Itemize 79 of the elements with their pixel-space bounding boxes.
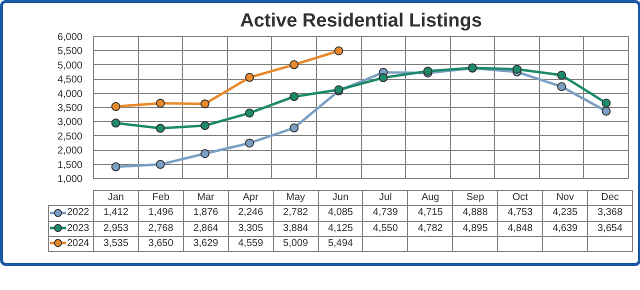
- point: [290, 123, 299, 132]
- legend-label: 2023: [48, 221, 94, 236]
- point: [156, 98, 165, 108]
- x-tick-label: Aug: [408, 190, 453, 206]
- y-tick-label: 3,500: [57, 103, 83, 114]
- data-label: 2,864: [183, 221, 228, 236]
- x-tick-label: Oct: [498, 190, 543, 206]
- data-label: 3,884: [273, 221, 318, 236]
- data-label: 4,235: [542, 206, 588, 222]
- point: [111, 162, 120, 172]
- point: [245, 72, 254, 82]
- data-label: 3,368: [588, 206, 632, 222]
- data-label: 5,009: [273, 236, 318, 252]
- data-label: 3,629: [183, 236, 228, 252]
- data-label: 4,888: [452, 206, 498, 222]
- data-label: 4,125: [318, 221, 363, 236]
- y-tick-label: 3,000: [57, 117, 83, 128]
- data-label: 3,535: [93, 236, 138, 252]
- point: [602, 106, 611, 116]
- data-label: 4,753: [498, 206, 543, 222]
- data-label: 4,639: [542, 221, 588, 236]
- point: [200, 149, 210, 158]
- data-label: 4,848: [498, 221, 543, 236]
- data-label: 4,895: [452, 221, 498, 236]
- data-label: 3,654: [588, 221, 632, 236]
- data-label: 2,782: [273, 206, 318, 222]
- point: [111, 102, 120, 111]
- legend-label: 2024: [48, 236, 94, 252]
- data-label: 1,876: [183, 206, 228, 222]
- y-tick-label: 1,500: [57, 160, 83, 171]
- x-tick-label: May: [273, 190, 318, 206]
- point: [200, 99, 210, 108]
- point: [378, 73, 388, 82]
- data-label: 4,715: [408, 206, 453, 222]
- point: [245, 108, 254, 118]
- x-tick-label: Apr: [228, 190, 274, 206]
- x-tick-label: Jun: [318, 190, 363, 206]
- x-tick-label: Mar: [183, 190, 228, 206]
- point: [557, 70, 566, 80]
- x-tick-label: Nov: [542, 190, 588, 206]
- point: [602, 98, 611, 108]
- y-tick-label: 1,000: [57, 174, 83, 185]
- y-tick-label: 4,500: [57, 74, 83, 86]
- data-label: 1,496: [138, 206, 184, 222]
- point: [156, 160, 165, 169]
- data-label: 2,953: [93, 221, 138, 236]
- chart-title: Active Residential Listings: [240, 10, 482, 32]
- data-label: 2,246: [228, 206, 274, 222]
- x-tick-label: Feb: [138, 190, 184, 206]
- x-tick-label: Jul: [362, 190, 408, 206]
- point: [557, 82, 566, 92]
- point: [200, 121, 210, 130]
- y-tick-label: 4,000: [57, 88, 83, 100]
- y-tick-label: 2,500: [57, 131, 83, 142]
- data-label: 4,559: [228, 236, 274, 252]
- y-tick-label: 6,000: [57, 32, 83, 43]
- data-label: 3,650: [138, 236, 184, 252]
- point: [334, 46, 344, 56]
- point: [290, 60, 299, 70]
- point: [245, 138, 254, 148]
- x-tick-label: Sep: [452, 190, 498, 206]
- point: [290, 92, 299, 102]
- legend-label: 2022: [48, 206, 94, 222]
- y-tick-label: 2,000: [57, 146, 83, 157]
- y-tick-label: 5,000: [57, 60, 83, 72]
- data-label: 4,782: [408, 221, 453, 236]
- data-label: 3,305: [228, 221, 274, 236]
- data-label: 5,494: [318, 236, 363, 252]
- point: [111, 118, 120, 128]
- data-label: 4,085: [318, 206, 363, 222]
- y-tick-label: 5,500: [57, 46, 83, 58]
- data-label: 4,739: [362, 206, 408, 222]
- x-tick-label: Jan: [93, 190, 138, 206]
- data-label: 2,768: [138, 221, 184, 236]
- x-tick-label: Dec: [588, 190, 632, 206]
- data-label: 4,550: [362, 221, 408, 236]
- point: [512, 64, 522, 74]
- point: [156, 124, 165, 133]
- data-label: 1,412: [93, 206, 138, 222]
